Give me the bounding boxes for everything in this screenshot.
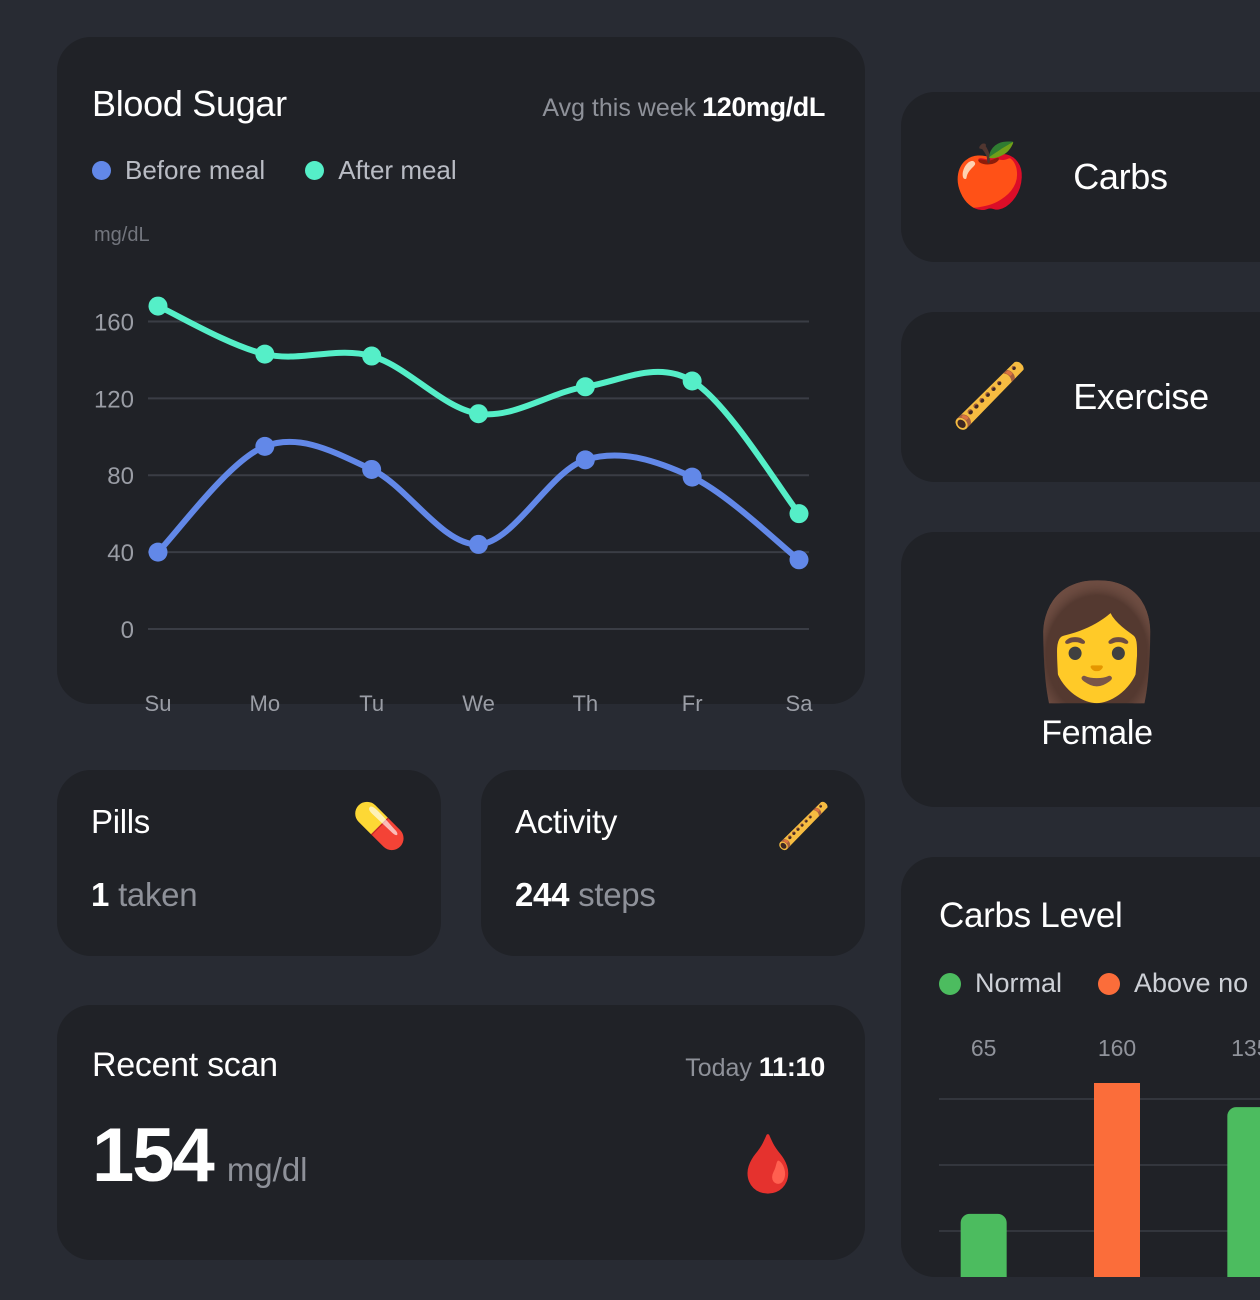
svg-text:160: 160	[94, 309, 134, 336]
carbs-level-card[interactable]: Carbs Level Normal Above no 65 160 135	[901, 857, 1260, 1277]
recent-scan-time: 11:10	[758, 1052, 825, 1082]
carbs-level-bar-chart	[939, 1083, 1260, 1277]
whistle-icon: 🪈	[951, 362, 1029, 431]
left-column: Blood Sugar Avg this week 120mg/dL Before…	[57, 37, 865, 1260]
bar-value-label: 160	[1097, 1035, 1137, 1061]
blood-sugar-line-chart: 0 40 80 120 160	[92, 259, 825, 689]
legend-label: Above no	[1134, 968, 1249, 998]
weekly-average: Avg this week 120mg/dL	[542, 92, 825, 123]
weekly-average-label: Avg this week	[542, 94, 697, 122]
stat-card-row: Pills 💊 1 taken Activity 🪈 244 steps	[57, 770, 865, 956]
bar-value-label: 135	[1231, 1035, 1260, 1061]
recent-scan-timestamp: Today 11:10	[685, 1052, 825, 1083]
recent-scan-body: 154 mg/dl 🩸	[92, 1118, 825, 1194]
page-title: Blood Sugar	[92, 83, 287, 124]
recent-scan-reading: 154 mg/dl	[92, 1118, 308, 1194]
pill-icon: 💊	[352, 802, 407, 851]
blood-drop-icon: 🩸	[733, 1132, 803, 1195]
exercise-tile[interactable]: 🪈 Exercise	[901, 312, 1260, 482]
legend-label: Before meal	[125, 155, 266, 185]
pills-value-row: 1 taken	[91, 876, 407, 914]
profile-card[interactable]: 👩 Female	[901, 532, 1260, 807]
pills-card[interactable]: Pills 💊 1 taken	[57, 770, 441, 956]
y-axis-unit-label: mg/dL	[94, 224, 150, 246]
activity-count: 244	[515, 876, 570, 913]
legend-dot-icon	[92, 161, 111, 180]
recent-scan-title: Recent scan	[92, 1046, 278, 1084]
carbs-tile[interactable]: 🍎 Carbs	[901, 92, 1260, 262]
activity-value-row: 244 steps	[515, 876, 831, 914]
chart-legend: Before meal After meal	[92, 155, 825, 186]
right-column: 🍎 Carbs 🪈 Exercise 👩 Female Carbs Level …	[901, 92, 1260, 1300]
legend-item-before-meal[interactable]: Before meal	[92, 155, 265, 186]
line-chart-svg: 0 40 80 120 160	[94, 296, 809, 644]
legend-label: Normal	[975, 968, 1063, 998]
recent-scan-card[interactable]: Recent scan Today 11:10 154 mg/dl 🩸	[57, 1005, 865, 1260]
pills-unit: taken	[118, 876, 198, 913]
x-axis-tick-label: Tu	[359, 691, 385, 716]
x-axis-tick-label: Th	[572, 691, 599, 716]
pills-title: Pills	[91, 803, 151, 840]
profile-gender-label: Female	[1041, 714, 1153, 752]
legend-label: After meal	[338, 155, 457, 185]
bar-chart-svg	[939, 1083, 1260, 1277]
pills-count: 1	[91, 876, 110, 913]
carbs-tile-label: Carbs	[1073, 156, 1168, 197]
svg-text:80: 80	[107, 463, 134, 490]
x-axis-tick-label: Sa	[785, 691, 813, 716]
activity-card-header: Activity 🪈	[515, 803, 831, 849]
pills-card-header: Pills 💊	[91, 803, 407, 849]
bar-value-label: 65	[970, 1035, 997, 1061]
apple-icon: 🍎	[951, 142, 1029, 211]
recent-scan-header: Recent scan Today 11:10	[92, 1046, 825, 1085]
legend-dot-icon	[1098, 972, 1121, 995]
legend-dot-icon	[939, 972, 961, 995]
carbs-level-title: Carbs Level	[939, 896, 1123, 935]
recent-scan-unit: mg/dl	[226, 1151, 308, 1188]
legend-item-after-meal[interactable]: After meal	[305, 155, 457, 186]
svg-text:40: 40	[107, 540, 134, 567]
x-axis-tick-label: We	[462, 691, 495, 716]
x-axis-tick-label: Su	[144, 691, 172, 716]
carbs-level-legend: Normal Above no	[939, 968, 1260, 999]
activity-unit: steps	[578, 876, 656, 913]
blood-sugar-card[interactable]: Blood Sugar Avg this week 120mg/dL Before…	[57, 37, 865, 716]
blood-sugar-header: Blood Sugar Avg this week 120mg/dL	[92, 83, 825, 125]
weekly-average-value: 120mg/dL	[702, 92, 825, 122]
x-axis-labels: Su Mo Tu We Th Fr Sa	[92, 691, 825, 725]
recent-scan-day: Today	[685, 1054, 752, 1082]
svg-text:0: 0	[121, 617, 134, 644]
legend-dot-icon	[305, 161, 325, 180]
avatar: 👩	[1027, 579, 1167, 704]
activity-title: Activity	[515, 803, 618, 840]
recent-scan-value: 154	[92, 1113, 215, 1198]
svg-text:120: 120	[94, 386, 134, 413]
exercise-tile-label: Exercise	[1073, 376, 1209, 417]
legend-item-above-normal[interactable]: Above no	[1098, 968, 1248, 999]
whistle-icon: 🪈	[776, 802, 831, 851]
carbs-bar-value-labels: 65 160 135	[939, 1035, 1260, 1069]
x-axis-tick-label: Fr	[681, 691, 703, 716]
activity-card[interactable]: Activity 🪈 244 steps	[481, 770, 865, 956]
x-axis-tick-label: Mo	[249, 691, 281, 716]
legend-item-normal[interactable]: Normal	[939, 968, 1062, 999]
